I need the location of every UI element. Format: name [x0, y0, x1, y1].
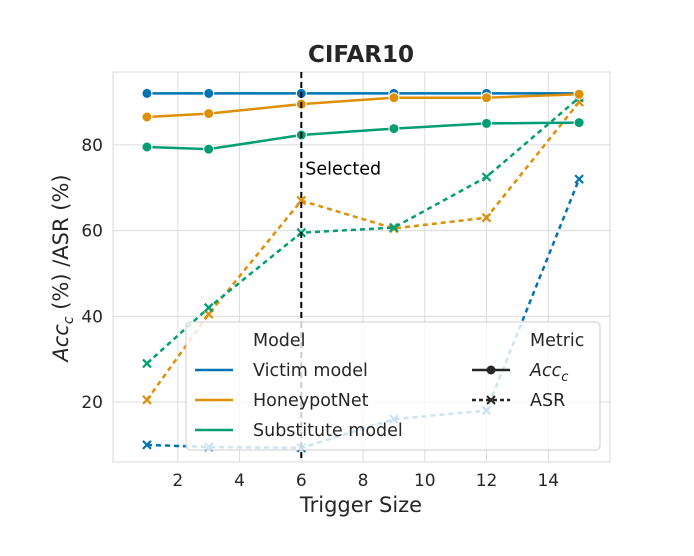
point-honeypotnet-acc-c [573, 88, 585, 100]
y-tick-label: 80 [81, 136, 103, 156]
legend-label-asr: ASR [530, 391, 565, 411]
x-tick-label: 6 [296, 471, 307, 491]
x-tick-label: 4 [234, 471, 245, 491]
legend-label-victim: Victim model [253, 361, 368, 381]
x-tick-label: 10 [414, 471, 436, 491]
legend-marker-asr [486, 395, 496, 405]
legend-label-substitute: Substitute model [253, 421, 403, 441]
x-ticks: 2 4 6 8 10 12 14 [172, 471, 559, 491]
y-axis-label: Accc (%) /ASR (%) [49, 174, 77, 363]
point-honeypotnet-acc-c [481, 92, 493, 104]
line-substitute-model-acc-c [146, 121, 580, 151]
point-substitute-model-acc-c [203, 143, 215, 155]
selected-label: Selected [305, 159, 381, 179]
point-substitute-model-acc-c [573, 117, 585, 129]
series-substitute-model-acc-c [141, 117, 585, 155]
series-honeypotnet-acc-c [141, 88, 585, 123]
point-substitute-model-acc-c [141, 141, 153, 153]
x-tick-label: 12 [476, 471, 498, 491]
legend: Model Victim model HoneypotNet Substitut… [185, 321, 601, 451]
chart-title: CIFAR10 [308, 42, 414, 68]
legend-model-title: Model [253, 331, 306, 351]
point-honeypotnet-acc-c [141, 111, 153, 123]
point-honeypotnet-acc-c [388, 92, 400, 104]
point-honeypotnet-asr [142, 395, 152, 405]
legend-marker-acc [486, 365, 496, 375]
point-substitute-model-asr [142, 358, 152, 369]
point-substitute-model-acc-c [388, 123, 400, 135]
point-victim-model-acc-c [203, 87, 215, 99]
y-tick-label: 20 [81, 393, 103, 413]
point-substitute-model-acc-c [481, 117, 493, 129]
y-tick-label: 60 [81, 222, 103, 242]
point-substitute-model-asr [481, 172, 492, 182]
legend-label-acc-sub: c [561, 370, 568, 385]
point-substitute-model-asr [203, 302, 214, 313]
y-label-acc-sub: c [61, 316, 77, 324]
point-honeypotnet-acc-c [203, 108, 215, 120]
y-label-acc: Acc [49, 324, 73, 364]
legend-label-acc: Accc [529, 361, 568, 385]
legend-box [185, 321, 601, 451]
legend-metric-title: Metric [530, 331, 584, 351]
point-honeypotnet-asr [296, 195, 307, 206]
line-honeypotnet-acc-c [146, 93, 580, 119]
point-victim-model-asr [142, 440, 152, 450]
x-tick-label: 14 [537, 471, 559, 491]
y-ticks: 20 40 60 80 [81, 136, 103, 413]
point-honeypotnet-asr [481, 212, 492, 223]
point-victim-model-asr [574, 174, 584, 184]
point-substitute-model-asr [389, 222, 399, 233]
point-victim-model-acc-c [141, 87, 153, 99]
legend-label-acc-main: Acc [529, 361, 562, 381]
x-tick-label: 8 [358, 471, 369, 491]
x-tick-label: 2 [172, 471, 183, 491]
line-honeypotnet-asr [145, 101, 581, 401]
legend-label-honeypot: HoneypotNet [253, 391, 369, 411]
y-tick-label: 40 [81, 307, 103, 327]
x-axis-label: Trigger Size [299, 493, 422, 517]
y-label-rest: (%) /ASR (%) [49, 174, 73, 316]
